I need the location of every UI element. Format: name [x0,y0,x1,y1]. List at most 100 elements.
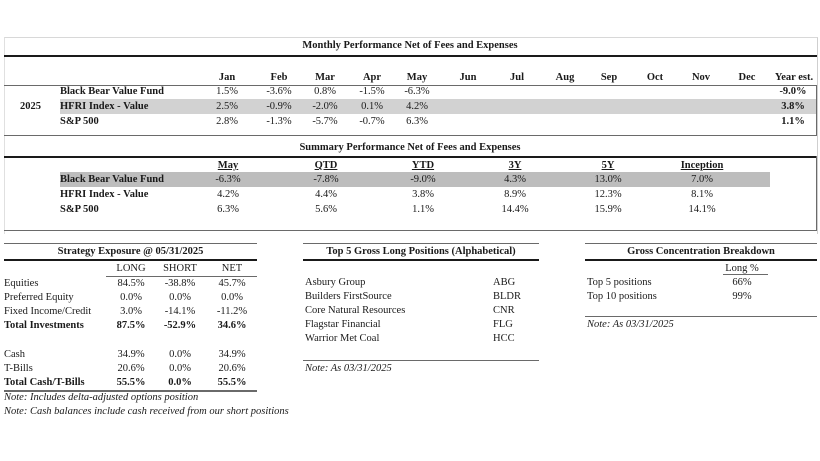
list-item: Asbury Group ABG [303,275,539,290]
cell: -1.5% [359,86,385,97]
col-header: QTD [314,160,338,171]
cell: 1.5% [216,86,238,97]
cell: 0.0% [168,377,192,388]
cell: 6.3% [406,116,428,127]
cell: 0.0% [221,292,243,303]
concentration-bottom-rule [585,316,817,317]
cell: 2.8% [216,116,238,127]
table-row: Top 10 positions 99% [585,289,817,304]
concentration-header-rule [723,274,768,275]
cell: 0.1% [361,101,383,112]
position-ticker: FLG [493,319,513,330]
cell: 5.6% [315,204,337,215]
cell: 3.0% [120,306,142,317]
cell: 45.7% [218,278,246,289]
cell: -11.2% [216,306,248,317]
cell: 84.5% [117,278,145,289]
cell: 4.2% [406,101,428,112]
position-name: Warrior Met Coal [305,333,380,344]
cell: 0.8% [314,86,336,97]
cell: -6.3% [215,174,241,185]
col-header: Feb [270,72,288,83]
col-header: Jul [509,72,524,83]
cell: 34.9% [117,349,145,360]
table-row: HFRI Index - Value 4.2% 4.4% 3.8% 8.9% 1… [0,187,820,202]
cell: 99% [732,291,752,302]
exposure-header-rule [106,276,257,277]
col-header: Long % [725,263,759,274]
table-row: S&P 500 2.8% -1.3% -5.7% -0.7% 6.3% 1.1% [0,114,820,129]
monthly-title-rule [4,55,817,57]
col-header: Inception [680,160,724,171]
top5-title: Top 5 Gross Long Positions (Alphabetical… [326,246,516,257]
cell: 0.0% [169,292,191,303]
top5-title-rule [303,259,539,261]
col-header: Oct [646,72,664,83]
cell: 8.1% [691,189,713,200]
monthly-right-rule [816,85,817,135]
col-header: May [406,72,428,83]
cell: 0.0% [120,292,142,303]
row-label: Preferred Equity [4,292,74,303]
row-label: Black Bear Value Fund [60,86,164,97]
list-item: Flagstar Financial FLG [303,317,539,332]
cell: -0.7% [359,116,385,127]
table-row: S&P 500 6.3% 5.6% 1.1% 14.4% 15.9% 14.1% [0,202,820,217]
table-row-total: Total Cash/T-Bills 55.5% 0.0% 55.5% [0,375,270,390]
table-row: T-Bills 20.6% 0.0% 20.6% [0,361,270,376]
cell: 8.9% [504,189,526,200]
position-ticker: CNR [493,305,515,316]
cell: 4.3% [504,174,526,185]
position-ticker: BLDR [493,291,522,302]
row-label: Black Bear Value Fund [60,174,164,185]
top5-bottom-rule [303,360,539,361]
row-label: HFRI Index - Value [60,101,149,112]
table-row: Top 5 positions 66% [585,275,817,290]
summary-title: Summary Performance Net of Fees and Expe… [299,142,521,153]
exposure-top-rule [4,243,257,244]
row-label: Top 5 positions [587,277,652,288]
cell: 66% [732,277,752,288]
cell: 34.9% [218,349,246,360]
cell: 12.3% [594,189,622,200]
table-row: Preferred Equity 0.0% 0.0% 0.0% [0,290,270,305]
row-label: T-Bills [4,363,33,374]
list-item: Core Natural Resources CNR [303,303,539,318]
note-options: Note: Includes delta-adjusted options po… [4,392,199,403]
cell: -38.8% [164,278,196,289]
cell: 87.5% [116,320,146,331]
row-label: Equities [4,278,39,289]
cell: 3.8% [412,189,434,200]
cell: -2.0% [312,101,338,112]
col-header: Apr [362,72,382,83]
cell: 0.0% [169,349,191,360]
concentration-title-rule [585,259,817,261]
position-ticker: HCC [493,333,515,344]
table-row-total: Total Investments 87.5% -52.9% 34.6% [0,318,270,333]
cell: 20.6% [117,363,145,374]
year-est-cell: 1.1% [781,116,805,127]
col-header: May [217,160,239,171]
cell: -5.7% [312,116,338,127]
cell: 14.1% [688,204,716,215]
cell: 14.4% [501,204,529,215]
table-row: Black Bear Value Fund 1.5% -3.6% 0.8% -1… [0,84,820,99]
row-label: Total Cash/T-Bills [4,377,85,388]
cell: 13.0% [594,174,622,185]
col-header: Jun [459,72,477,83]
col-header: Aug [555,72,575,83]
col-header: SHORT [163,263,197,274]
year-label: 2025 [20,101,41,112]
cell: -9.0% [410,174,436,185]
position-name: Asbury Group [305,277,366,288]
monthly-bottom-rule [4,135,817,136]
exposure-header-row: LONG SHORT NET [0,261,270,276]
row-label: Cash [4,349,25,360]
year-est-cell: -9.0% [779,86,807,97]
row-label: Fixed Income/Credit [4,306,92,317]
cell: -0.9% [266,101,292,112]
list-item: Warrior Met Coal HCC [303,331,539,346]
cell: -3.6% [266,86,292,97]
col-header: 3Y [508,160,522,171]
monthly-title: Monthly Performance Net of Fees and Expe… [302,40,518,51]
